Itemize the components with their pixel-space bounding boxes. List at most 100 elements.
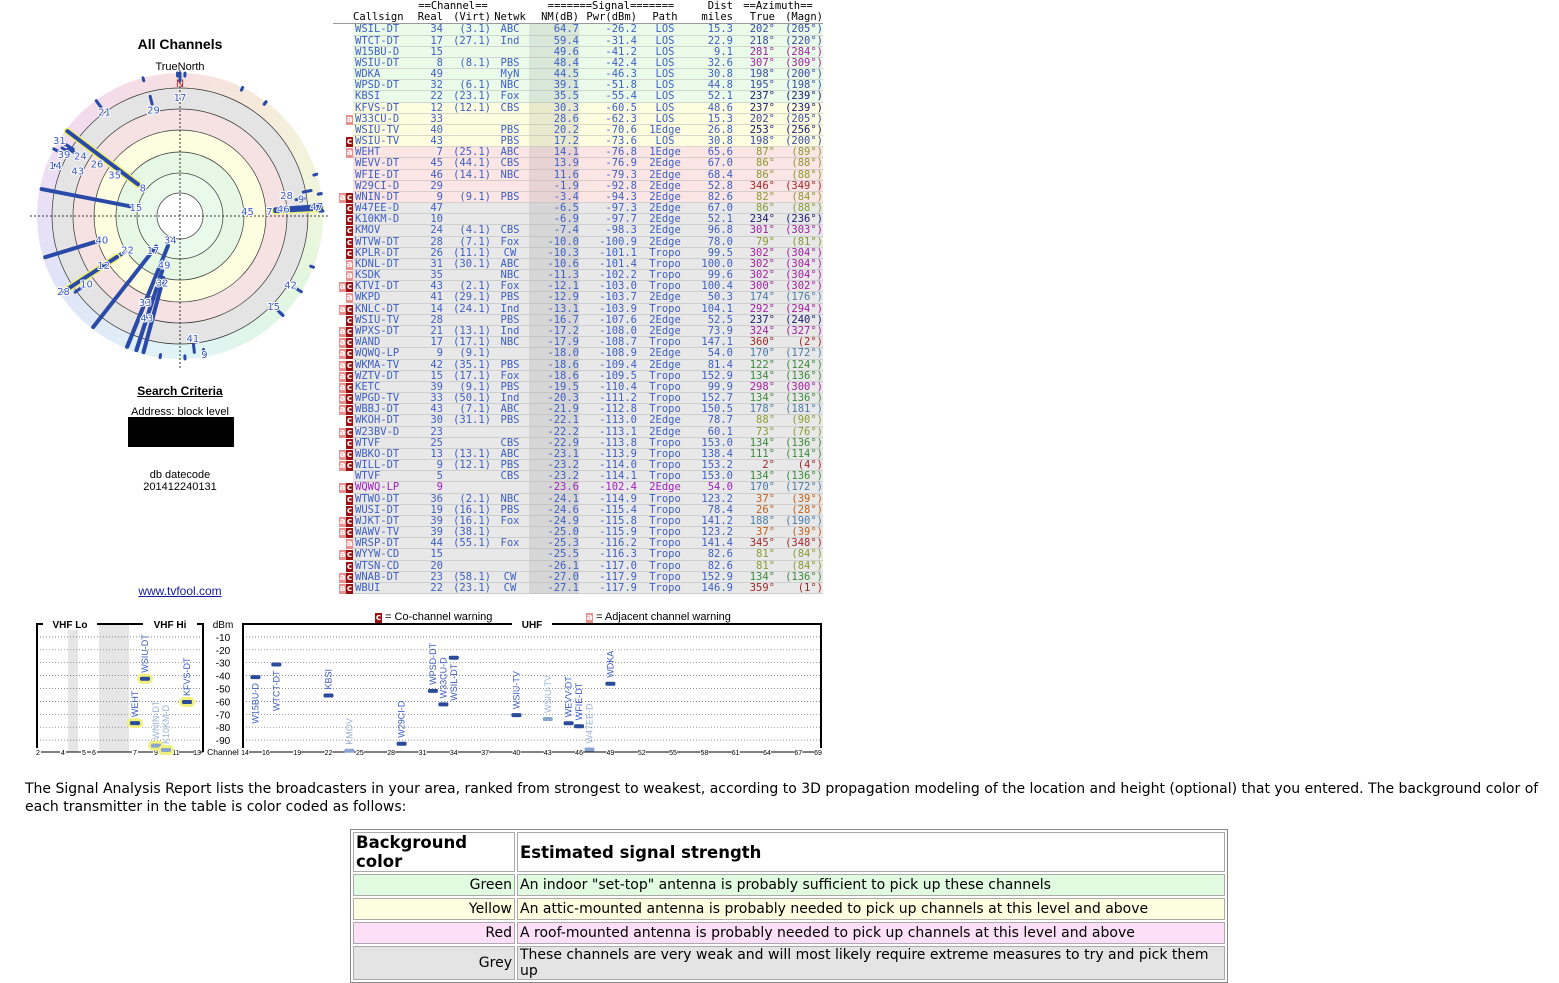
virtual-channel: (27.1) — [443, 36, 491, 47]
channel-tick: 4 — [61, 750, 65, 757]
real-channel: 23 — [415, 572, 443, 583]
noise-margin: 17.2 — [529, 136, 579, 147]
azimuth-true: 281° — [733, 47, 775, 58]
callsign: W33CU-D — [353, 114, 415, 125]
adjacent-warning-icon: a — [339, 550, 346, 560]
azimuth-true: 234° — [733, 214, 775, 225]
station-marker — [585, 748, 595, 752]
network: PBS — [491, 505, 529, 516]
power: -113.9 — [579, 449, 637, 460]
station-channel-label: 49 — [158, 260, 171, 271]
station-marker-label: WDKA — [605, 651, 615, 678]
network: Fox — [491, 371, 529, 382]
warning-icons: c — [333, 415, 353, 426]
co-channel-warning-icon: c — [346, 249, 353, 259]
path: 2Edge — [637, 237, 693, 248]
network — [491, 47, 529, 58]
azimuth-true: 86° — [733, 203, 775, 214]
virtual-channel: (2.1) — [443, 281, 491, 292]
channel-tick: 64 — [763, 750, 771, 757]
power: -100.9 — [579, 237, 637, 248]
station-ray — [143, 78, 144, 81]
azimuth-true: 178° — [733, 404, 775, 415]
real-channel: 36 — [415, 494, 443, 505]
channel-tick: 61 — [732, 750, 740, 757]
virtual-channel: (25.1) — [443, 147, 491, 158]
column-header: NM(dB) — [529, 12, 579, 23]
azimuth-magnetic: (309°) — [775, 58, 823, 69]
distance: 67.0 — [693, 158, 733, 169]
azimuth-magnetic: (1°) — [775, 583, 823, 594]
legend-header-strength: Estimated signal strength — [517, 832, 1225, 872]
real-channel: 15 — [415, 47, 443, 58]
azimuth-magnetic: (220°) — [775, 36, 823, 47]
station-marker — [182, 700, 192, 704]
power: -111.2 — [579, 393, 637, 404]
adjacent-warning-icon: a — [339, 394, 346, 404]
co-channel-warning-icon: c — [346, 405, 353, 415]
noise-margin: -23.2 — [529, 471, 579, 482]
virtual-channel: (38.1) — [443, 527, 491, 538]
power: -76.9 — [579, 158, 637, 169]
power: -113.8 — [579, 438, 637, 449]
station-marker-label: WTCT-DT — [271, 670, 281, 711]
azimuth-magnetic: (136°) — [775, 572, 823, 583]
azimuth-magnetic: (39°) — [775, 527, 823, 538]
path: Tropo — [637, 505, 693, 516]
station-ray — [65, 144, 72, 148]
azimuth-magnetic: (198°) — [775, 80, 823, 91]
virtual-channel: (6.1) — [443, 80, 491, 91]
virtual-channel: (12.1) — [443, 103, 491, 114]
azimuth-true: 302° — [733, 270, 775, 281]
network: ABC — [491, 24, 529, 35]
network: Fox — [491, 281, 529, 292]
callsign: WFIE-DT — [353, 170, 415, 181]
station-ray — [96, 101, 101, 107]
azimuth-true: 253° — [733, 125, 775, 136]
network: CW — [491, 572, 529, 583]
network: PBS — [491, 460, 529, 471]
azimuth-true: 360° — [733, 337, 775, 348]
column-header: True — [733, 12, 775, 23]
distance: 153.0 — [693, 438, 733, 449]
power: -60.5 — [579, 103, 637, 114]
callsign: KBSI — [353, 91, 415, 102]
adjacent-channel-legend: a = Adjacent channel warning — [586, 611, 731, 623]
azimuth-magnetic: (39°) — [775, 494, 823, 505]
co-channel-warning-icon: c — [346, 573, 353, 583]
station-ray — [303, 191, 311, 193]
power: -114.1 — [579, 471, 637, 482]
tvfool-link[interactable]: www.tvfool.com — [30, 584, 330, 598]
noise-margin: -11.3 — [529, 270, 579, 281]
distance: 48.6 — [693, 103, 733, 114]
noise-margin: 49.6 — [529, 47, 579, 58]
power: -103.7 — [579, 292, 637, 303]
co-channel-warning-icon: c — [346, 226, 353, 236]
path: Tropo — [637, 404, 693, 415]
noise-margin: -24.1 — [529, 494, 579, 505]
path: Tropo — [637, 460, 693, 471]
station-marker — [250, 675, 260, 679]
real-channel: 44 — [415, 538, 443, 549]
path: 2Edge — [637, 158, 693, 169]
callsign: WBKO-DT — [353, 449, 415, 460]
distance: 100.0 — [693, 259, 733, 270]
co-channel-warning-icon: c — [346, 584, 353, 594]
network: NBC — [491, 494, 529, 505]
channel-tick: 52 — [638, 750, 646, 757]
callsign: WDKA — [353, 69, 415, 80]
noise-margin: 35.5 — [529, 91, 579, 102]
noise-margin: -22.1 — [529, 415, 579, 426]
distance: 99.9 — [693, 382, 733, 393]
